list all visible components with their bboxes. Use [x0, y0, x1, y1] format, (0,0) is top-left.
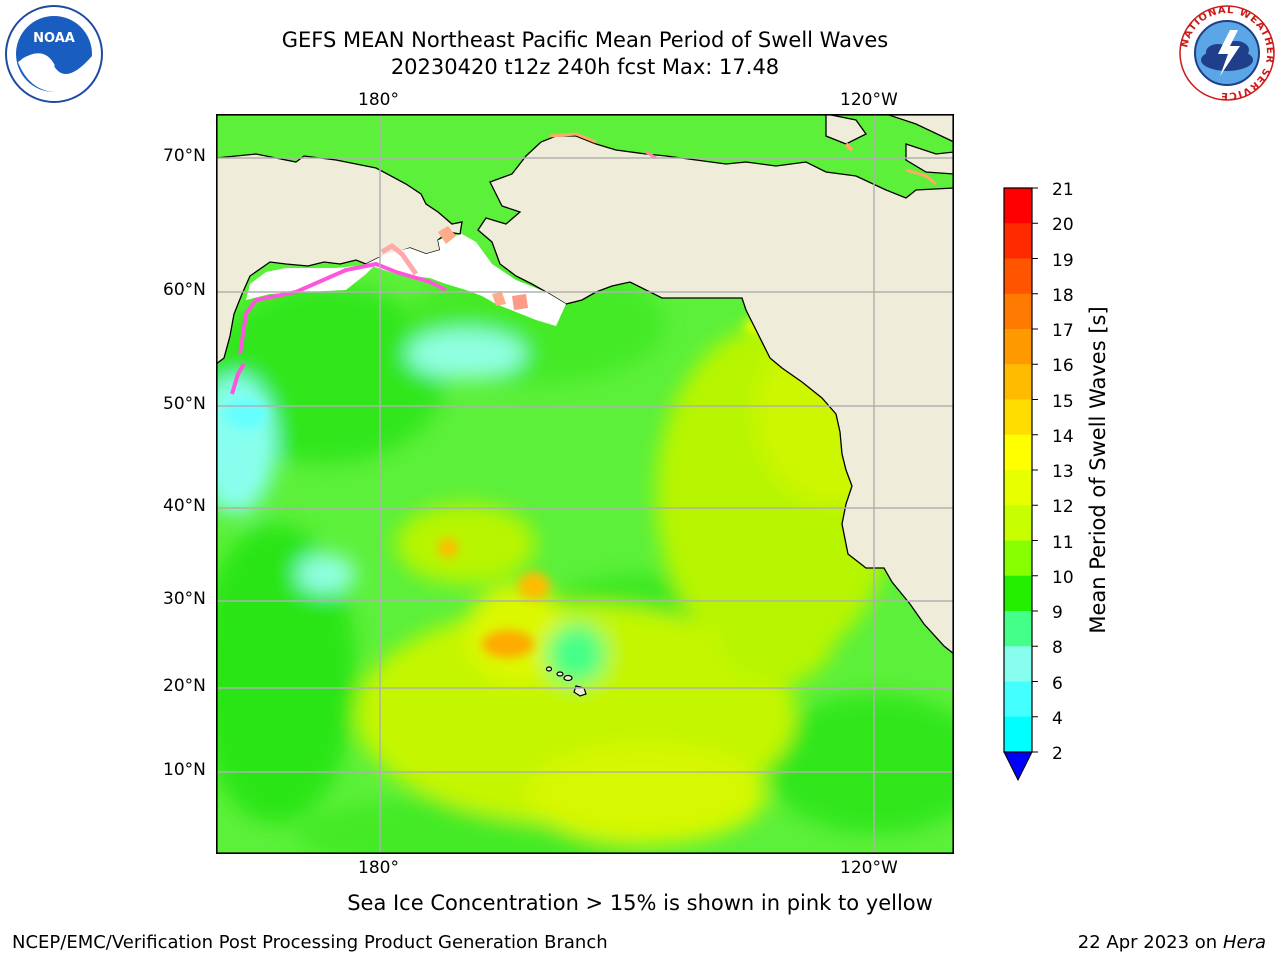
colorbar-swatch	[1004, 646, 1032, 682]
graticule	[216, 114, 954, 854]
colorbar-tick-label: 9	[1052, 603, 1063, 623]
colorbar-tick-label: 4	[1052, 708, 1063, 729]
nws-logo: NATIONAL WEATHER SERVICE	[1178, 4, 1276, 102]
colorbar-swatch	[1004, 575, 1032, 612]
footer-host: Hera	[1222, 932, 1266, 953]
lat-label-20n: 20°N	[163, 676, 206, 696]
lon-label-top-180: 180°	[358, 90, 399, 110]
colorbar-swatch	[1004, 681, 1032, 718]
colorbar-swatch	[1004, 434, 1032, 471]
noaa-logo: NOAA	[4, 4, 104, 104]
sea-ice-edge	[230, 132, 937, 395]
footer-left: NCEP/EMC/Verification Post Processing Pr…	[12, 932, 608, 953]
sea-ice-caption: Sea Ice Concentration > 15% is shown in …	[347, 891, 933, 915]
colorbar-swatch	[1004, 470, 1032, 506]
swell-period-map	[216, 114, 955, 855]
colorbar-tick-label: 21	[1052, 180, 1074, 200]
lat-label-60n: 60°N	[163, 280, 206, 300]
lon-label-bottom-120w: 120°W	[840, 858, 898, 878]
colorbar-tick-label: 11	[1052, 532, 1074, 553]
swell-field-patterns	[216, 264, 954, 854]
colorbar-tick-label: 6	[1052, 673, 1063, 694]
footer-right: 22 Apr 2023 on Hera	[1078, 932, 1266, 953]
colorbar-swatch	[1004, 505, 1032, 541]
lat-label-70n: 70°N	[163, 146, 206, 166]
colorbar-tick-label: 13	[1052, 462, 1074, 482]
colorbar-swatch	[1004, 329, 1032, 365]
colorbar-tick-label: 18	[1052, 285, 1074, 306]
colorbar-tick-labels: 21 20 19 18 17 16 15 14 13 12 11 10 9 8 6 4 2	[1052, 180, 1112, 780]
colorbar-tick-label: 10	[1052, 567, 1074, 588]
map-title: GEFS MEAN Northeast Pacific Mean Period …	[281, 28, 889, 52]
colorbar-tick-label: 16	[1052, 356, 1074, 377]
colorbar-graphic	[1003, 187, 1038, 782]
colorbar-swatch	[1004, 611, 1032, 647]
colorbar-tick-label: 12	[1052, 497, 1074, 518]
colorbar-tick-label: 20	[1052, 215, 1074, 236]
colorbar	[1000, 186, 1040, 786]
colorbar-tick-label: 17	[1052, 321, 1074, 341]
colorbar-tick-label: 19	[1052, 250, 1074, 271]
lon-label-top-120w: 120°W	[840, 90, 898, 110]
map-subtitle: 20230420 t12z 240h fcst Max: 17.48	[390, 55, 780, 79]
noaa-logo-text: NOAA	[33, 31, 75, 46]
colorbar-extend-arrow	[1003, 751, 1033, 782]
colorbar-title: Mean Period of Swell Waves [s]	[1086, 306, 1110, 634]
colorbar-tick-label: 2	[1052, 744, 1063, 764]
map-frame	[216, 114, 955, 855]
colorbar-swatch	[1004, 716, 1032, 753]
colorbar-tick-label: 14	[1052, 426, 1074, 447]
colorbar-swatch	[1004, 364, 1032, 400]
colorbar-swatch	[1004, 399, 1032, 436]
colorbar-swatch	[1004, 258, 1032, 295]
lat-label-40n: 40°N	[163, 496, 206, 516]
lon-label-bottom-180: 180°	[358, 858, 399, 878]
colorbar-tick-label: 15	[1052, 391, 1074, 412]
lat-label-10n: 10°N	[163, 760, 206, 780]
lat-label-50n: 50°N	[163, 394, 206, 414]
colorbar-tick-label: 8	[1052, 638, 1063, 659]
lat-label-30n: 30°N	[163, 589, 206, 609]
colorbar-swatch	[1004, 540, 1032, 577]
colorbar-swatch	[1004, 223, 1032, 259]
colorbar-swatch	[1004, 293, 1032, 330]
colorbar-swatch	[1004, 188, 1032, 224]
footer-date: 22 Apr 2023 on	[1077, 932, 1223, 953]
map-panel	[216, 114, 955, 855]
